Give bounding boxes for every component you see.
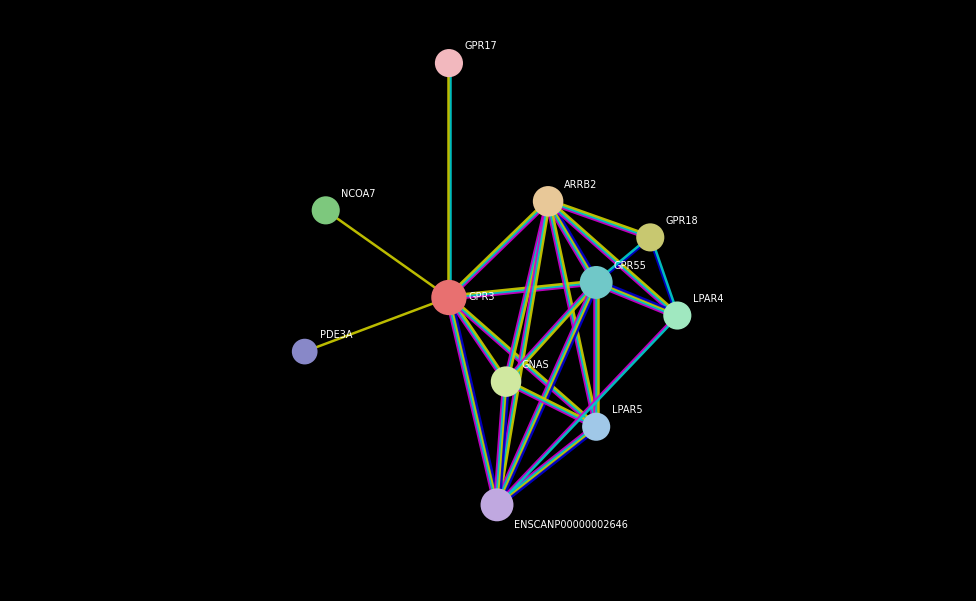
Text: GPR18: GPR18: [666, 216, 699, 225]
Circle shape: [481, 489, 512, 520]
Circle shape: [583, 413, 609, 440]
Text: LPAR5: LPAR5: [612, 405, 642, 415]
Text: GPR17: GPR17: [465, 41, 498, 51]
Circle shape: [492, 367, 520, 396]
Circle shape: [664, 302, 691, 329]
Circle shape: [435, 50, 463, 76]
Text: GPR3: GPR3: [468, 293, 495, 302]
Circle shape: [637, 224, 664, 251]
Text: NCOA7: NCOA7: [342, 189, 376, 198]
Text: GPR55: GPR55: [613, 261, 646, 270]
Text: LPAR4: LPAR4: [693, 294, 723, 304]
Circle shape: [293, 340, 317, 364]
Circle shape: [581, 267, 612, 298]
Circle shape: [312, 197, 339, 224]
Circle shape: [432, 281, 466, 314]
Text: ARRB2: ARRB2: [564, 180, 597, 189]
Circle shape: [534, 187, 562, 216]
Text: GNAS: GNAS: [521, 360, 549, 370]
Text: PDE3A: PDE3A: [320, 330, 352, 340]
Text: ENSCANP00000002646: ENSCANP00000002646: [513, 520, 628, 529]
